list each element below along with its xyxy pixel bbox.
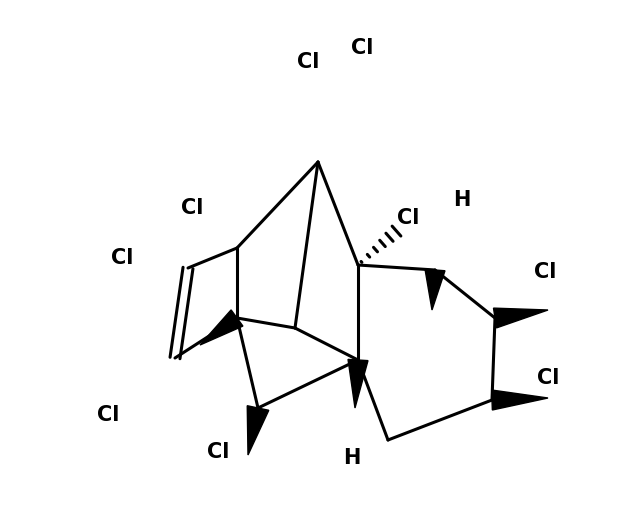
Polygon shape bbox=[425, 269, 445, 310]
Text: Cl: Cl bbox=[181, 198, 203, 218]
Text: Cl: Cl bbox=[534, 262, 556, 282]
Text: Cl: Cl bbox=[111, 248, 133, 268]
Text: Cl: Cl bbox=[537, 368, 559, 388]
Text: H: H bbox=[453, 190, 470, 210]
Text: Cl: Cl bbox=[351, 38, 373, 58]
Text: Cl: Cl bbox=[97, 405, 119, 425]
Polygon shape bbox=[493, 308, 548, 328]
Polygon shape bbox=[200, 310, 243, 345]
Polygon shape bbox=[492, 390, 548, 410]
Text: Cl: Cl bbox=[397, 208, 419, 228]
Text: H: H bbox=[343, 448, 361, 468]
Polygon shape bbox=[247, 406, 269, 455]
Text: Cl: Cl bbox=[207, 442, 229, 462]
Text: Cl: Cl bbox=[297, 52, 319, 72]
Polygon shape bbox=[348, 359, 368, 408]
